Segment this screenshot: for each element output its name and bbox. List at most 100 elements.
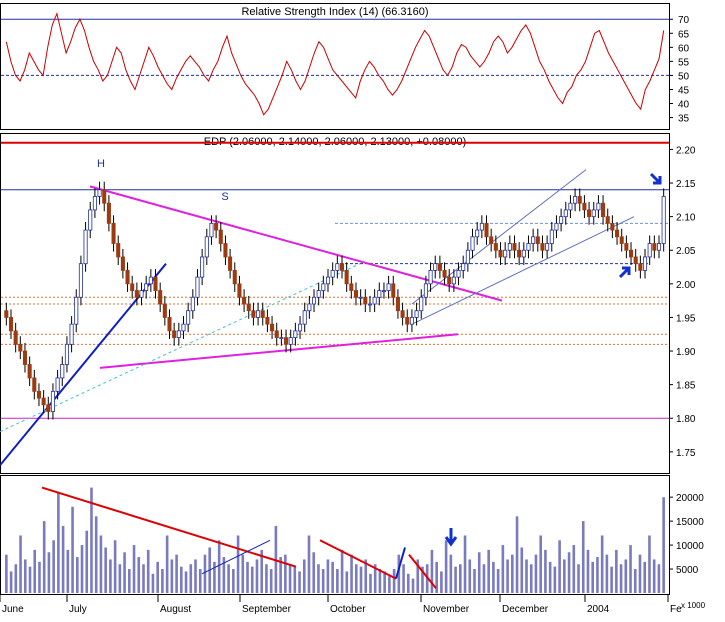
volume-bar	[279, 557, 282, 593]
candle	[204, 228, 209, 266]
candle-body	[60, 364, 65, 379]
x-tick-label: September	[242, 604, 292, 615]
candle	[344, 262, 349, 292]
candle-body	[36, 390, 41, 399]
candle	[484, 215, 489, 245]
volume-bar	[383, 571, 386, 593]
candle	[559, 208, 564, 232]
candle-body	[526, 243, 531, 251]
volume-bar	[345, 571, 349, 593]
volume-bar	[146, 549, 150, 593]
candle-body	[41, 397, 46, 406]
candle-body	[395, 296, 400, 312]
candle-body	[116, 243, 121, 258]
candle	[475, 222, 480, 245]
candle	[223, 235, 228, 266]
candle-body	[78, 263, 83, 298]
candle-body	[195, 276, 200, 298]
x-tick-label: November	[423, 604, 470, 615]
volume-bar	[184, 571, 188, 593]
candle	[433, 255, 438, 279]
volume-bar	[255, 559, 259, 593]
x-axis: June July August September October November De…	[0, 594, 682, 615]
candle	[176, 322, 181, 346]
candle	[246, 295, 251, 319]
volume-bar	[213, 561, 216, 593]
candle	[335, 255, 340, 279]
candle-body	[167, 317, 172, 332]
candle	[190, 289, 195, 319]
candle	[41, 390, 46, 413]
volume-bar	[534, 554, 538, 593]
candle	[64, 336, 69, 373]
candle	[200, 248, 205, 286]
candle-body	[545, 243, 550, 251]
volume-bar	[563, 559, 566, 593]
volume-bar	[312, 552, 316, 593]
candle-body	[106, 202, 111, 224]
candle-body	[120, 256, 125, 271]
candle-body	[479, 222, 484, 231]
candle	[661, 188, 666, 252]
candle-body	[125, 269, 130, 285]
volume-panel: 5000 10000 15000 20000 x 1000	[5, 486, 706, 610]
candle-body	[74, 296, 79, 325]
candle	[358, 289, 363, 306]
volume-bar	[42, 521, 46, 593]
candle-body	[176, 330, 181, 339]
candle-body	[134, 290, 139, 298]
candle	[50, 383, 55, 420]
candle-body	[293, 330, 298, 339]
panel-frames	[0, 3, 670, 595]
candle	[629, 242, 634, 266]
candle-body	[475, 229, 480, 238]
candle-body	[349, 283, 354, 291]
channel-upper	[411, 169, 587, 305]
candle	[36, 383, 41, 407]
volume-bar	[113, 540, 117, 593]
candle	[237, 275, 242, 306]
volume-bar	[511, 554, 514, 593]
volume-bar	[586, 549, 590, 593]
candle	[134, 282, 139, 306]
candle	[521, 242, 526, 266]
candle	[162, 295, 167, 326]
candle	[186, 302, 191, 333]
candle-body	[330, 269, 335, 278]
candle	[69, 316, 74, 353]
candle	[148, 269, 153, 292]
candle	[517, 242, 522, 266]
candle	[503, 242, 508, 266]
volume-bar	[492, 561, 495, 593]
x-tick-label: July	[69, 604, 87, 615]
candle-body	[209, 222, 214, 238]
volume-bar	[132, 545, 136, 593]
candle	[610, 215, 615, 239]
volume-bar	[156, 561, 159, 593]
candle-body	[218, 229, 223, 244]
volume-bar	[638, 554, 642, 593]
volume-bar	[596, 557, 599, 593]
rsi-y-tick-label: 70	[678, 15, 690, 26]
price-y-tick-label: 2.10	[676, 213, 696, 224]
volume-bar	[317, 564, 320, 593]
rsi-y-tick-label: 40	[678, 100, 690, 111]
candle	[447, 269, 452, 292]
candle	[97, 181, 102, 205]
volume-bar	[444, 540, 448, 593]
candle	[456, 262, 461, 286]
candle-body	[298, 323, 303, 332]
candle-body	[358, 296, 363, 299]
candle-body	[577, 196, 582, 204]
volume-bar	[194, 559, 197, 593]
price-y-tick-label: 1.75	[676, 448, 696, 459]
volume-bar	[440, 571, 443, 593]
volume-y-tick-label: 10000	[676, 541, 704, 552]
volume-bar	[288, 564, 292, 593]
candle	[568, 195, 573, 218]
volume-bar	[52, 540, 55, 593]
candle	[120, 248, 125, 279]
candle	[209, 215, 214, 245]
volume-unit-label: x 1000	[681, 601, 706, 610]
volume-bar	[624, 559, 628, 593]
